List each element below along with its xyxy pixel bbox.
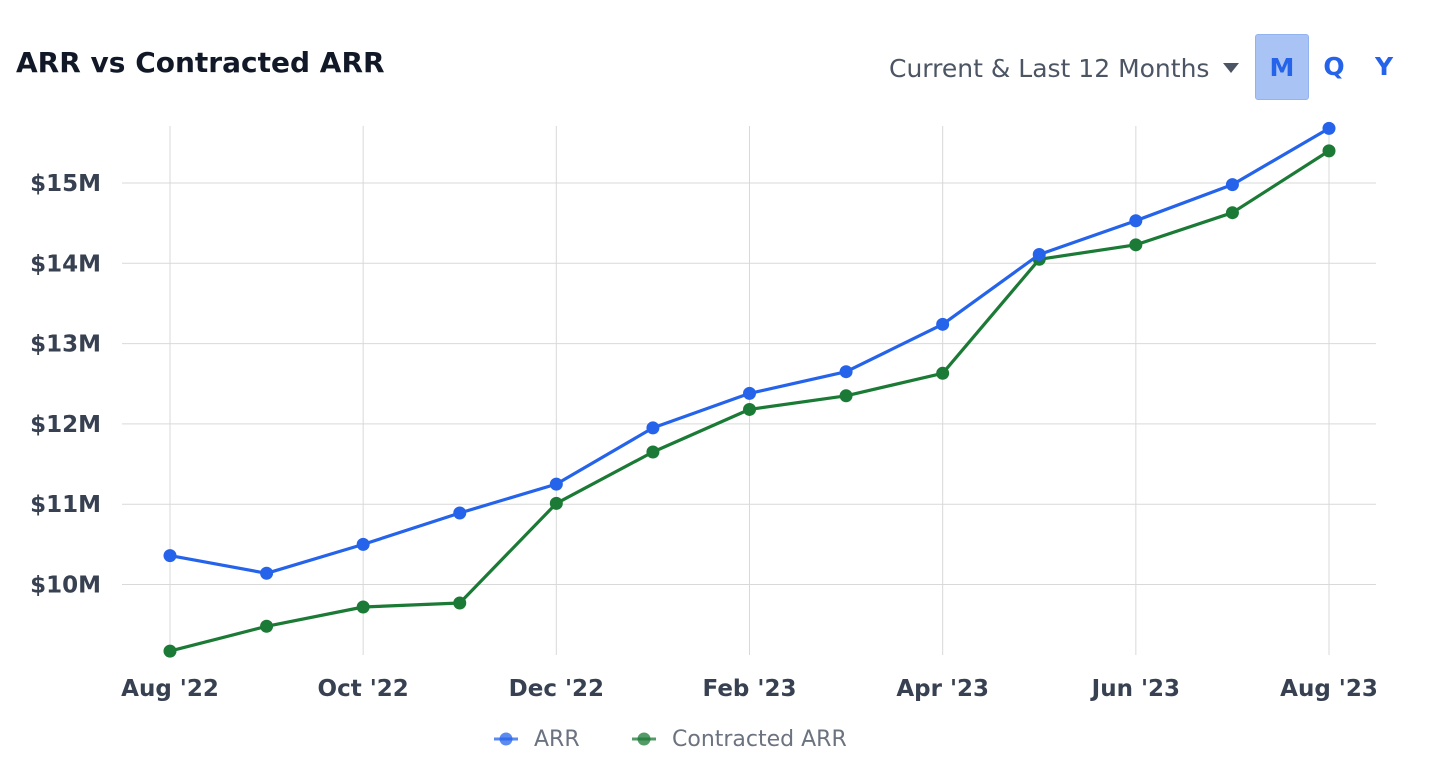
x-tick-label: Aug '23 <box>1280 676 1378 702</box>
y-tick-label: $10M <box>30 573 101 599</box>
data-point-contracted-arr[interactable] <box>453 596 467 610</box>
axis-labels: $10M $11M $12M $13M $14M $15M Aug '22 Oct '22 De… <box>30 171 1378 702</box>
data-point-contracted-arr[interactable] <box>356 600 370 614</box>
y-tick-label: $11M <box>30 492 101 518</box>
date-range-label: Current & Last 12 Months <box>889 53 1210 83</box>
data-point-arr[interactable] <box>1322 121 1336 135</box>
data-point-arr[interactable] <box>1129 214 1143 228</box>
x-tick-label: Feb '23 <box>703 676 797 702</box>
data-point-contracted-arr[interactable] <box>1322 144 1336 158</box>
data-point-contracted-arr[interactable] <box>1129 238 1143 252</box>
legend-item-contracted-arr[interactable]: Contracted ARR <box>632 727 847 752</box>
x-tick-label: Oct '22 <box>318 676 409 702</box>
data-point-arr[interactable] <box>743 386 756 400</box>
chart-header: ARR vs Contracted ARR Current & Last 12 … <box>0 0 1452 120</box>
y-tick-label: $12M <box>30 412 101 438</box>
date-range-dropdown[interactable]: Current & Last 12 Months <box>889 50 1240 86</box>
legend-label: ARR <box>534 727 580 752</box>
data-point-arr[interactable] <box>356 537 370 551</box>
data-point-arr[interactable] <box>839 365 853 379</box>
legend-item-arr[interactable]: ARR <box>494 727 580 752</box>
chart-legend: ARR Contracted ARR <box>494 727 847 752</box>
legend-label: Contracted ARR <box>672 727 847 752</box>
legend-marker-icon <box>637 732 651 746</box>
x-tick-label: Aug '22 <box>121 676 219 702</box>
data-point-arr[interactable] <box>453 506 467 520</box>
data-point-arr[interactable] <box>1032 247 1046 261</box>
data-point-arr[interactable] <box>646 421 660 435</box>
series-lines <box>163 121 1336 658</box>
data-point-contracted-arr[interactable] <box>260 619 274 633</box>
data-point-contracted-arr[interactable] <box>646 445 660 459</box>
data-point-contracted-arr[interactable] <box>839 389 853 403</box>
period-button-quarterly[interactable]: Q <box>1323 51 1345 81</box>
caret-down-icon <box>1223 63 1240 73</box>
grid-lines <box>122 126 1376 655</box>
data-point-arr[interactable] <box>936 317 950 331</box>
x-tick-label: Jun '23 <box>1090 676 1180 702</box>
y-tick-label: $14M <box>30 251 101 277</box>
y-tick-label: $15M <box>30 171 101 197</box>
data-point-arr[interactable] <box>1225 178 1239 192</box>
data-point-contracted-arr[interactable] <box>163 644 177 658</box>
legend-marker-icon <box>499 732 513 746</box>
chart-title: ARR vs Contracted ARR <box>16 46 385 79</box>
x-tick-label: Dec '22 <box>509 676 604 702</box>
y-tick-label: $13M <box>30 332 101 358</box>
data-point-contracted-arr[interactable] <box>743 402 756 416</box>
data-point-arr[interactable] <box>163 549 177 563</box>
data-point-contracted-arr[interactable] <box>549 496 563 510</box>
data-point-contracted-arr[interactable] <box>1225 206 1239 220</box>
period-button-yearly[interactable]: Y <box>1374 51 1394 81</box>
period-button-monthly[interactable]: M <box>1255 34 1309 100</box>
data-point-arr[interactable] <box>549 477 563 491</box>
data-point-arr[interactable] <box>260 566 274 580</box>
data-point-contracted-arr[interactable] <box>936 366 950 380</box>
x-tick-label: Apr '23 <box>896 676 989 702</box>
